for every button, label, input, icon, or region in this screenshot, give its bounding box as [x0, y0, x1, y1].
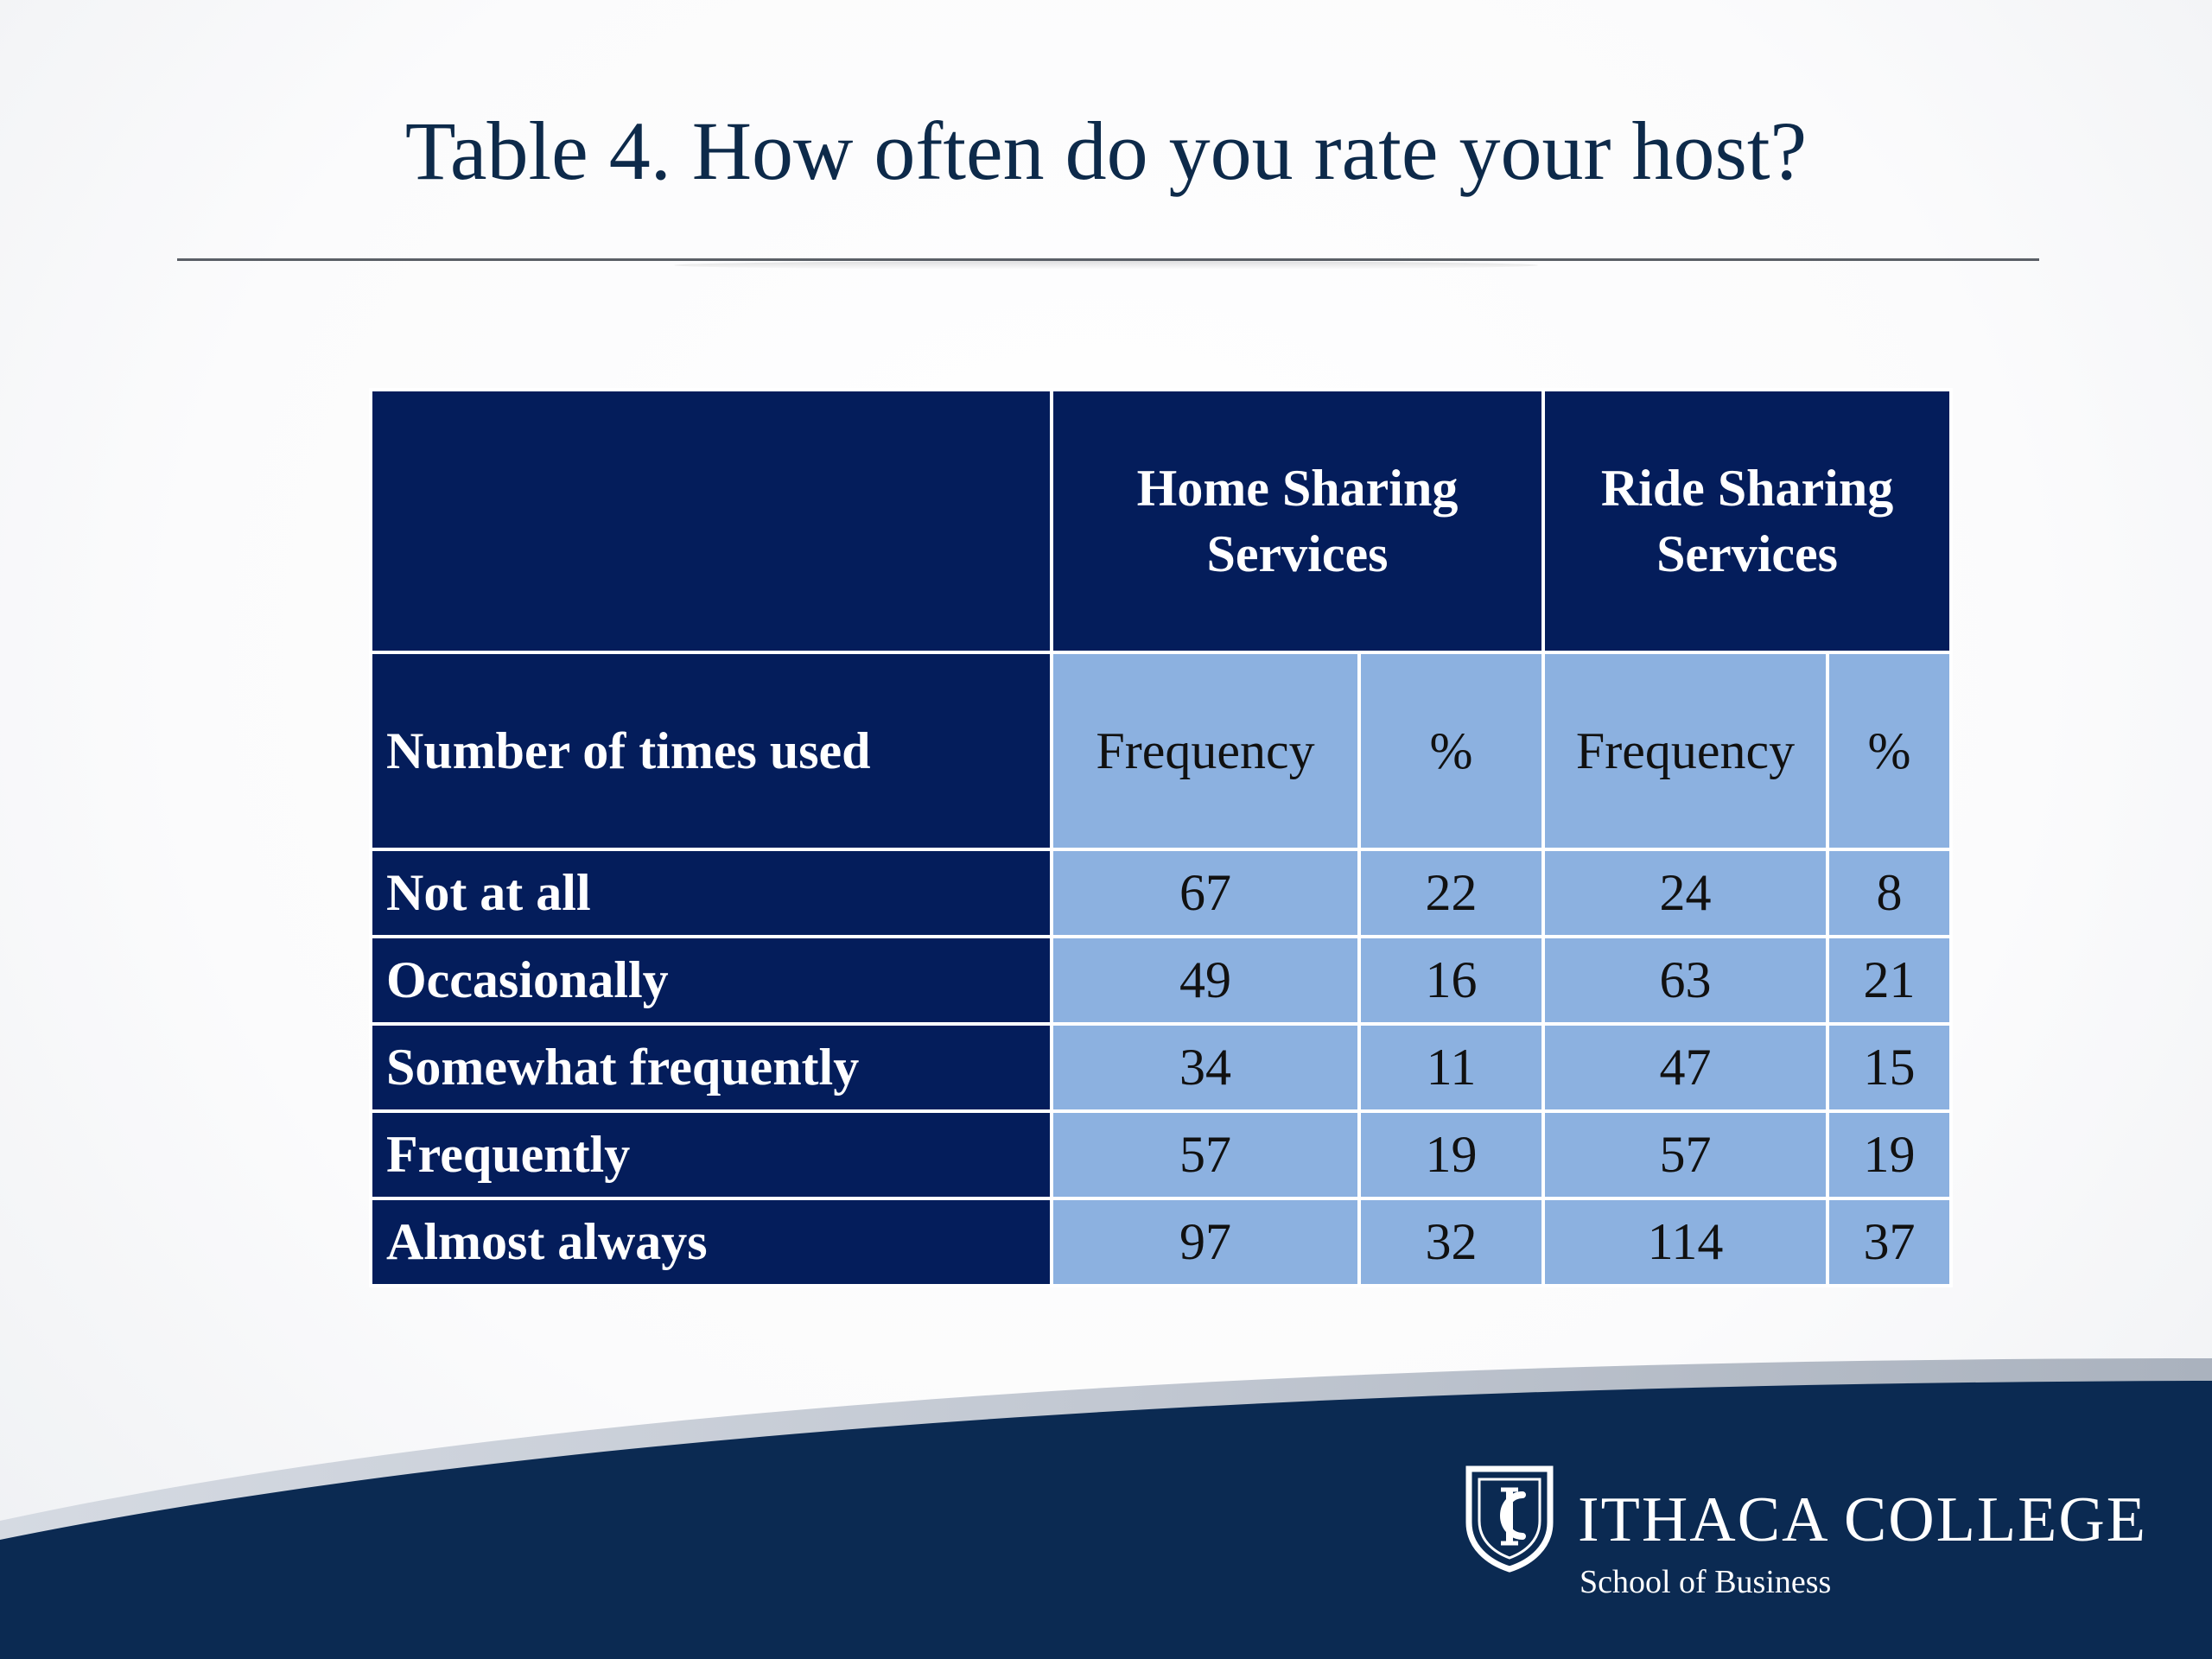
cell-home-frequency: 97 [1050, 1197, 1361, 1287]
group-header-ride-sharing: Ride Sharing Services [1541, 388, 1954, 654]
table-row: Somewhat frequently 34 11 47 15 [369, 1022, 1954, 1113]
cell-home-frequency: 49 [1050, 935, 1361, 1026]
cell-ride-frequency: 57 [1541, 1109, 1830, 1200]
title-rule-shadow [674, 261, 1538, 270]
table-group-header-row: Home Sharing Services Ride Sharing Servi… [369, 388, 1954, 654]
table-row: Almost always 97 32 114 37 [369, 1197, 1954, 1287]
table-row: Not at all 67 22 24 8 [369, 848, 1954, 938]
cell-ride-percent: 15 [1826, 1022, 1954, 1113]
table-subheader-row: Number of times used Frequency % Frequen… [369, 651, 1954, 851]
subheader-ride-frequency: Frequency [1541, 651, 1830, 851]
subheader-home-percent: % [1357, 651, 1546, 851]
slide-title: Table 4. How often do you rate your host… [404, 105, 1808, 197]
row-label: Almost always [369, 1197, 1053, 1287]
row-label: Somewhat frequently [369, 1022, 1053, 1113]
table-row: Occasionally 49 16 63 21 [369, 935, 1954, 1026]
cell-ride-frequency: 114 [1541, 1197, 1830, 1287]
cell-ride-frequency: 63 [1541, 935, 1830, 1026]
table-row: Frequently 57 19 57 19 [369, 1109, 1954, 1200]
cell-ride-percent: 8 [1826, 848, 1954, 938]
cell-ride-percent: 19 [1826, 1109, 1954, 1200]
cell-home-percent: 19 [1357, 1109, 1546, 1200]
group-header-home-sharing: Home Sharing Services [1049, 388, 1546, 654]
cell-home-percent: 32 [1357, 1197, 1546, 1287]
empty-corner-cell [369, 388, 1053, 654]
cell-home-percent: 22 [1357, 848, 1546, 938]
row-label: Occasionally [369, 935, 1053, 1026]
cell-ride-percent: 21 [1826, 935, 1954, 1026]
row-label: Not at all [369, 848, 1053, 938]
row-header-label: Number of times used [369, 651, 1053, 851]
cell-home-percent: 11 [1357, 1022, 1546, 1113]
cell-ride-frequency: 24 [1541, 848, 1830, 938]
cell-ride-frequency: 47 [1541, 1022, 1830, 1113]
cell-home-frequency: 34 [1050, 1022, 1361, 1113]
title-divider [177, 258, 2039, 261]
data-table: Home Sharing Services Ride Sharing Servi… [369, 388, 1954, 1287]
ic-shield-icon [1465, 1465, 1554, 1573]
college-name: ITHACA COLLEGE [1578, 1484, 2147, 1555]
subheader-home-frequency: Frequency [1050, 651, 1361, 851]
school-name: School of Business [1580, 1564, 1832, 1600]
cell-home-frequency: 57 [1050, 1109, 1361, 1200]
cell-home-frequency: 67 [1050, 848, 1361, 938]
subheader-ride-percent: % [1826, 651, 1954, 851]
row-label: Frequently [369, 1109, 1053, 1200]
cell-home-percent: 16 [1357, 935, 1546, 1026]
cell-ride-percent: 37 [1826, 1197, 1954, 1287]
